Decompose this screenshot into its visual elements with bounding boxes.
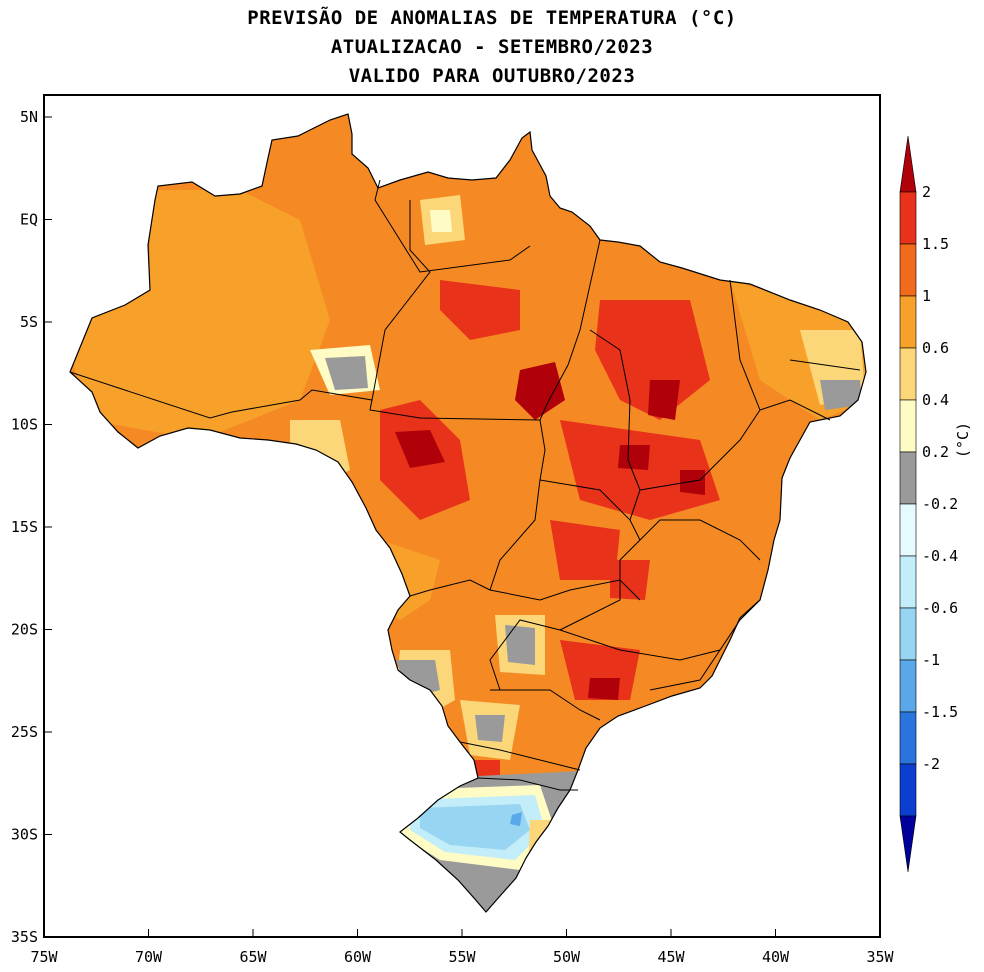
state-borders bbox=[69, 179, 861, 791]
border-piaui-ceara bbox=[729, 279, 761, 411]
border-para-tocantins bbox=[489, 419, 546, 591]
border-rj-sp bbox=[649, 649, 721, 691]
colorbar-label: -0.4 bbox=[922, 547, 958, 565]
colorbar: 2 1.5 1 0.6 0.4 0.2 -0.2 -0.4 -0.6 -1 -1.5 -2 (°C) bbox=[899, 135, 972, 873]
border-maranhao-piaui bbox=[589, 329, 641, 521]
x-tick-label: 35W bbox=[866, 948, 894, 966]
colorbar-label: -0.2 bbox=[922, 495, 958, 513]
anomaly-zone-rs-blue-core bbox=[510, 812, 522, 826]
anomaly-zone-minas bbox=[610, 560, 650, 600]
colorbar-swatch bbox=[899, 295, 917, 349]
colorbar-swatch bbox=[899, 763, 917, 817]
anomaly-zone-amapa-core bbox=[430, 210, 452, 232]
border-sc-rs bbox=[477, 777, 578, 791]
border-goias-ms bbox=[489, 579, 641, 601]
colorbar-label: -1.5 bbox=[922, 703, 958, 721]
y-tick-label: 15S bbox=[11, 518, 38, 536]
colorbar-unit: (°C) bbox=[954, 422, 972, 458]
anomaly-zone-sao-paulo bbox=[560, 640, 640, 700]
y-tick-label: 20S bbox=[11, 621, 38, 639]
y-tick-label: 10S bbox=[11, 416, 38, 434]
border-bahia-north bbox=[639, 409, 761, 491]
y-tick-label: EQ bbox=[20, 211, 38, 229]
colorbar-label: 1 bbox=[922, 287, 931, 305]
border-acre-amazonas bbox=[69, 200, 431, 419]
colorbar-swatch bbox=[899, 399, 917, 453]
map-subtitle-update: ATUALIZACAO - SETEMBRO/2023 bbox=[330, 36, 654, 58]
x-tick-label: 40W bbox=[762, 948, 790, 966]
y-tick-label: 35S bbox=[11, 928, 38, 946]
x-tick-label: 50W bbox=[553, 948, 581, 966]
colorbar-swatch bbox=[899, 555, 917, 609]
anomaly-core-mato-grosso bbox=[395, 430, 445, 468]
border-roraima-amapa bbox=[374, 179, 531, 273]
colorbar-swatch bbox=[899, 191, 917, 245]
colorbar-label: -1 bbox=[922, 651, 940, 669]
anomaly-zone-tocantins bbox=[560, 420, 720, 520]
anomaly-core-tocantins bbox=[618, 445, 650, 470]
colorbar-label: -0.6 bbox=[922, 599, 958, 617]
anomaly-zone-goias bbox=[550, 520, 620, 580]
map-subtitle-valid: VALIDO PARA OUTUBRO/2023 bbox=[348, 65, 636, 87]
border-pernambuco bbox=[759, 399, 831, 421]
brazil-outline bbox=[69, 113, 867, 913]
anomaly-zone-rs-blue bbox=[420, 804, 530, 850]
map-title: PREVISÃO DE ANOMALIAS DE TEMPERATURA (°C… bbox=[247, 7, 737, 29]
colorbar-swatch bbox=[899, 451, 917, 505]
colorbar-bottom-triangle bbox=[899, 815, 917, 873]
axis-ticks: 75W 70W 65W 60W 55W 50W 45W 40W 35W 5N EQ 5S 10S 15S 2… bbox=[11, 108, 895, 966]
colorbar-swatch bbox=[899, 243, 917, 297]
anomaly-core-piaui bbox=[648, 380, 680, 420]
border-rn-paraiba bbox=[789, 359, 861, 371]
colorbar-label: -2 bbox=[922, 755, 940, 773]
border-minas-sp-rj bbox=[559, 599, 761, 661]
x-tick-label: 65W bbox=[239, 948, 267, 966]
colorbar-label: 0.6 bbox=[922, 339, 949, 357]
x-tick-label: 45W bbox=[657, 948, 685, 966]
border-goias-bahia bbox=[539, 479, 761, 561]
x-tick-label: 75W bbox=[30, 948, 58, 966]
colorbar-swatch bbox=[899, 503, 917, 557]
y-tick-label: 5N bbox=[20, 108, 38, 126]
x-tick-label: 60W bbox=[344, 948, 372, 966]
anomaly-core-para bbox=[515, 362, 565, 420]
y-tick-label: 5S bbox=[20, 313, 38, 331]
anomaly-zone-ms-south-grey bbox=[505, 625, 535, 665]
y-tick-label: 25S bbox=[11, 723, 38, 741]
border-ms-sp bbox=[489, 619, 561, 691]
colorbar-swatch bbox=[899, 711, 917, 765]
border-ms-bolivia bbox=[409, 579, 491, 597]
border-sp-parana bbox=[490, 689, 601, 721]
anomaly-core-bahia bbox=[680, 470, 705, 495]
anomaly-zone-amazonas-grey bbox=[325, 356, 368, 390]
colorbar-label: 0.4 bbox=[922, 391, 949, 409]
border-minas-west bbox=[559, 539, 641, 631]
colorbar-swatch bbox=[899, 607, 917, 661]
colorbar-swatch bbox=[899, 347, 917, 401]
x-tick-label: 55W bbox=[448, 948, 476, 966]
colorbar-top-triangle bbox=[899, 135, 917, 193]
anomaly-zone-northwest bbox=[70, 190, 330, 440]
anomaly-zone-northeast-grey bbox=[820, 380, 862, 410]
anomaly-core-sao-paulo bbox=[588, 678, 620, 700]
anomaly-zone-central-para bbox=[440, 280, 520, 340]
map-title-block: PREVISÃO DE ANOMALIAS DE TEMPERATURA (°C… bbox=[0, 4, 984, 91]
colorbar-label: 2 bbox=[922, 183, 931, 201]
x-tick-label: 70W bbox=[135, 948, 163, 966]
colorbar-label: 1.5 bbox=[922, 235, 949, 253]
colorbar-swatch bbox=[899, 659, 917, 713]
anomaly-zone-parana-grey bbox=[475, 715, 505, 742]
border-parana-sc bbox=[459, 741, 581, 771]
border-para-maranhao bbox=[579, 239, 601, 331]
y-tick-label: 30S bbox=[11, 826, 38, 844]
colorbar-label: 0.2 bbox=[922, 443, 949, 461]
anomaly-zone-maranhao bbox=[595, 300, 710, 420]
